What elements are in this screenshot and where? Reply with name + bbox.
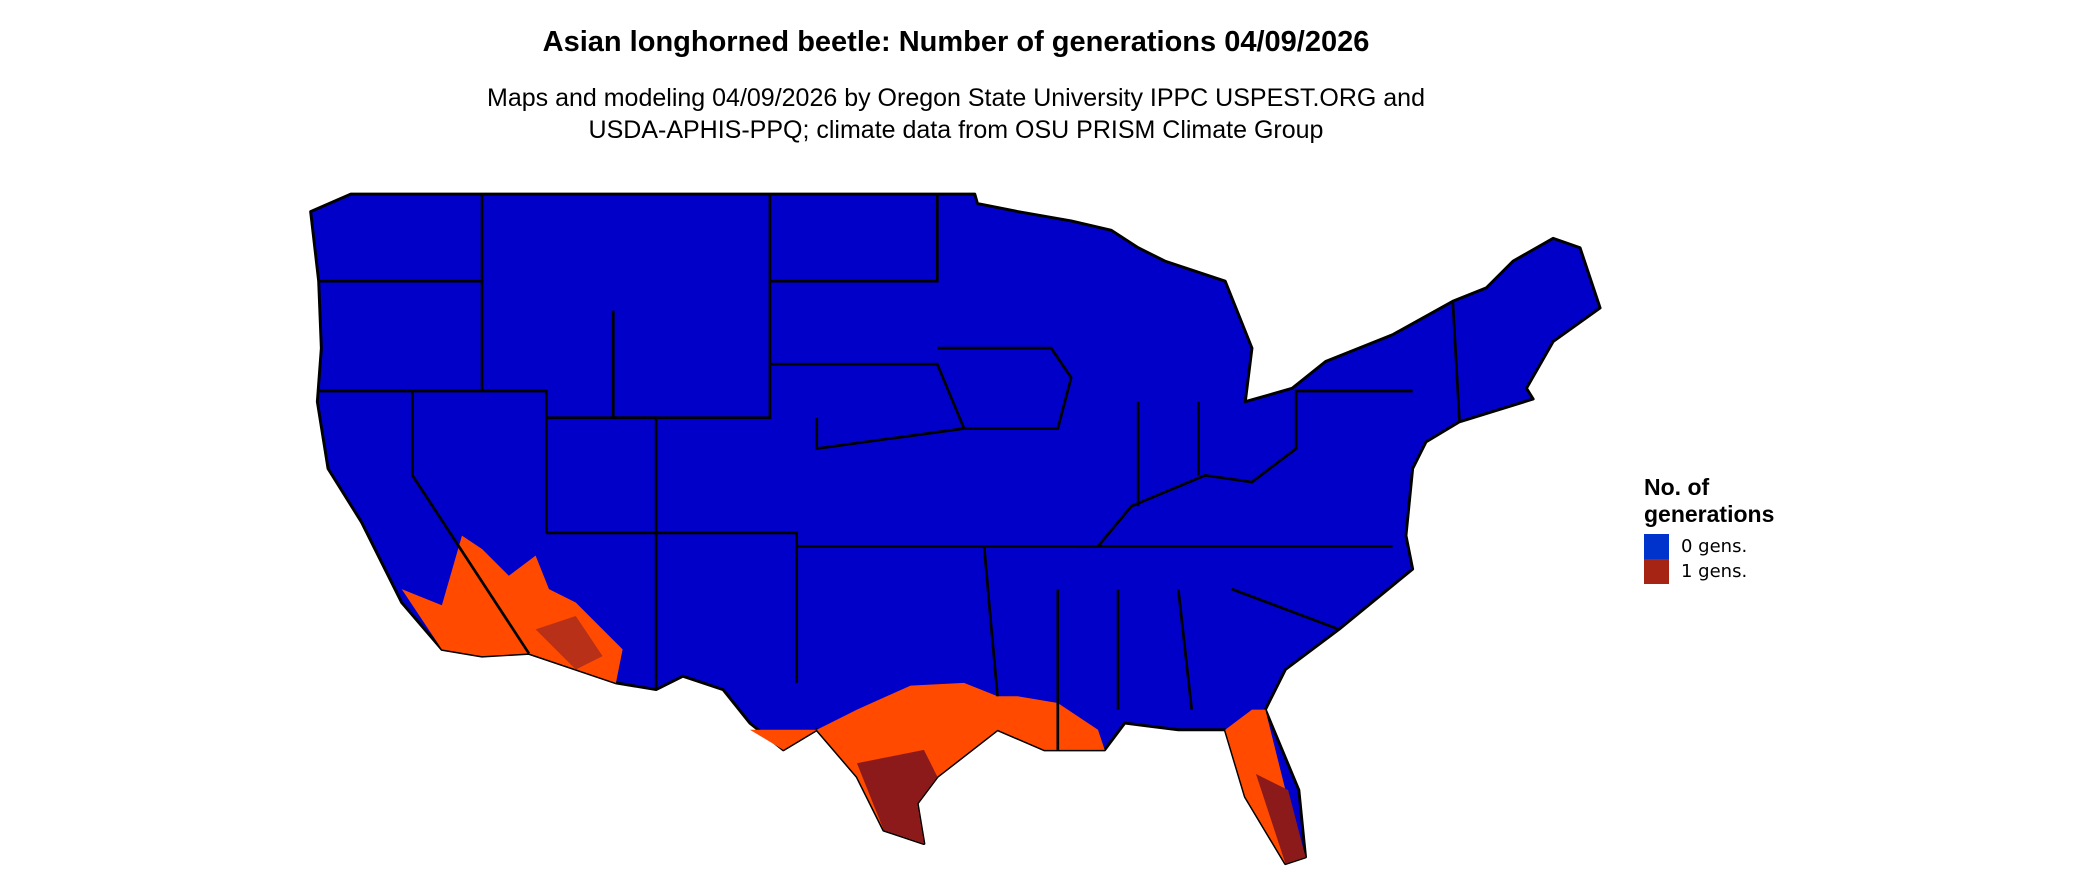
one-gen-southwest-dark xyxy=(535,615,603,670)
legend-swatch-0-gens xyxy=(1644,534,1669,559)
map-subtitle-line2: USDA-APHIS-PPQ; climate data from OSU PR… xyxy=(588,116,1324,144)
legend-item-1-gens: 1 gens. xyxy=(1644,559,1844,584)
legend-label: 1 gens. xyxy=(1681,561,1748,582)
map-subtitle-line1: Maps and modeling 04/09/2026 by Oregon S… xyxy=(487,84,1425,112)
state-borders xyxy=(317,194,1461,750)
legend-label: 0 gens. xyxy=(1681,536,1748,557)
one-gen-south-florida-dark xyxy=(1255,773,1306,864)
map-title: Asian longhorned beetle: Number of gener… xyxy=(542,26,1370,58)
one-gen-south-texas-dark xyxy=(856,749,938,844)
conus-zero-gens-region xyxy=(309,192,1602,866)
legend-item-0-gens: 0 gens. xyxy=(1644,534,1844,559)
legend: No. of generations 0 gens. 1 gens. xyxy=(1644,474,1844,584)
legend-title: No. of generations xyxy=(1644,474,1775,527)
legend-swatch-1-gens xyxy=(1644,559,1669,584)
